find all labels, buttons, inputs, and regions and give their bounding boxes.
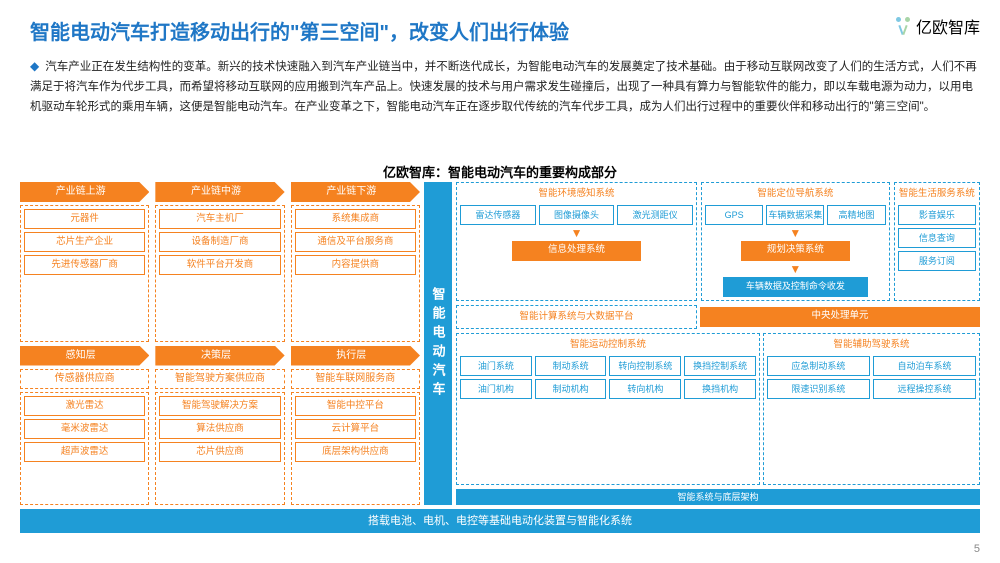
chain-box: 元器件: [24, 209, 145, 229]
motion-box: 换挡控制系统: [684, 356, 756, 376]
left-area: 产业链上游 元器件 芯片生产企业 先进传感器厂商 产业链中游 汽车主机厂 设备制…: [20, 182, 420, 505]
nav-box: 车辆数据采集: [766, 205, 824, 225]
motion-title: 智能运动控制系统: [460, 337, 756, 353]
assist-group: 智能辅助驾驶系统 应急制动系统 自动泊车系统 限速识别系统 远程操控系统: [763, 333, 980, 485]
chain-box: 通信及平台服务商: [295, 232, 416, 252]
compute-box: 中央处理单元: [700, 307, 980, 327]
motion-group: 智能运动控制系统 油门系统 制动系统 转向控制系统 换挡控制系统 油门机构 制动…: [456, 333, 760, 485]
logo: 亿欧智库: [894, 14, 980, 38]
assist-box: 限速识别系统: [767, 379, 870, 399]
systems-top-row: 智能环境感知系统 雷达传感器 图像摄像头 激光测距仪 ▼ 信息处理系统 智能定位…: [456, 182, 980, 301]
page-title: 智能电动汽车打造移动出行的"第三空间"，改变人们出行体验: [30, 16, 569, 45]
layer-box: 超声波雷达: [24, 442, 145, 462]
diagram: 产业链上游 元器件 芯片生产企业 先进传感器厂商 产业链中游 汽车主机厂 设备制…: [20, 182, 980, 533]
layer-box: 毫米波雷达: [24, 419, 145, 439]
compute-row: 智能计算系统与大数据平台 中央处理单元: [456, 305, 980, 329]
chain-box: 软件平台开发商: [159, 255, 280, 275]
nav-title: 智能定位导航系统: [705, 186, 886, 202]
assist-box: 自动泊车系统: [873, 356, 976, 376]
chain-box: 先进传感器厂商: [24, 255, 145, 275]
system-strip: 智能系统与底层架构: [456, 489, 980, 505]
diagram-title: 亿欧智库：智能电动汽车的重要构成部分: [0, 162, 1000, 181]
motion-box: 制动机构: [535, 379, 607, 399]
chain-box: 设备制造厂商: [159, 232, 280, 252]
arrow-down-icon: ▼: [705, 228, 886, 238]
intro-paragraph: ◆汽车产业正在发生结构性的变革。新兴的技术快速融入到汽车产业链当中，并不断迭代成…: [30, 56, 980, 117]
arrow-down-icon: ▼: [460, 228, 693, 238]
chain-header: 产业链中游: [155, 182, 284, 202]
life-box: 服务订阅: [898, 251, 976, 271]
right-area: 智能环境感知系统 雷达传感器 图像摄像头 激光测距仪 ▼ 信息处理系统 智能定位…: [456, 182, 980, 505]
env-system-group: 智能环境感知系统 雷达传感器 图像摄像头 激光测距仪 ▼ 信息处理系统: [456, 182, 697, 301]
layer-title: 智能车联网服务商: [291, 369, 420, 389]
layer-box: 算法供应商: [159, 419, 280, 439]
bullet-icon: ◆: [30, 59, 39, 73]
motion-box: 制动系统: [535, 356, 607, 376]
motion-box: 油门机构: [460, 379, 532, 399]
motion-box: 油门系统: [460, 356, 532, 376]
assist-box: 远程操控系统: [873, 379, 976, 399]
center-vertical-label: 智能电动汽车: [424, 182, 452, 505]
env-output: 信息处理系统: [512, 241, 640, 261]
arrow-down-icon: ▼: [705, 264, 886, 274]
chain-box: 系统集成商: [295, 209, 416, 229]
nav-mid: 规划决策系统: [741, 241, 849, 261]
chain-header: 产业链下游: [291, 182, 420, 202]
layer-box: 云计算平台: [295, 419, 416, 439]
nav-output: 车辆数据及控制命令收发: [723, 277, 868, 297]
logo-text: 亿欧智库: [916, 14, 980, 38]
intro-text: 汽车产业正在发生结构性的变革。新兴的技术快速融入到汽车产业链当中，并不断迭代成长…: [30, 61, 977, 113]
layer-box: 智能驾驶解决方案: [159, 396, 280, 416]
chain-box: 内容提供商: [295, 255, 416, 275]
layer-header: 感知层: [20, 346, 149, 366]
bottom-bar: 搭载电池、电机、电控等基础电动化装置与智能化系统: [20, 509, 980, 533]
env-box: 雷达传感器: [460, 205, 536, 225]
nav-box: GPS: [705, 205, 763, 225]
layer-box: 智能中控平台: [295, 396, 416, 416]
life-box: 信息查询: [898, 228, 976, 248]
assist-title: 智能辅助驾驶系统: [767, 337, 976, 353]
page-number: 5: [974, 543, 980, 555]
life-title: 智能生活服务系统: [898, 186, 976, 202]
layers-row: 感知层 传感器供应商 激光雷达 毫米波雷达 超声波雷达 决策层 智能驾驶方案供应…: [20, 346, 420, 506]
layer-title: 智能驾驶方案供应商: [155, 369, 284, 389]
compute-title: 智能计算系统与大数据平台: [460, 309, 693, 325]
life-system-group: 智能生活服务系统 影音娱乐 信息查询 服务订阅: [894, 182, 980, 301]
env-box: 图像摄像头: [539, 205, 615, 225]
nav-system-group: 智能定位导航系统 GPS 车辆数据采集 高精地图 ▼ 规划决策系统 ▼ 车辆数据…: [701, 182, 890, 301]
env-title: 智能环境感知系统: [460, 186, 693, 202]
supply-chain-row: 产业链上游 元器件 芯片生产企业 先进传感器厂商 产业链中游 汽车主机厂 设备制…: [20, 182, 420, 342]
motion-box: 转向机构: [609, 379, 681, 399]
chain-box: 汽车主机厂: [159, 209, 280, 229]
layer-box: 激光雷达: [24, 396, 145, 416]
nav-box: 高精地图: [827, 205, 885, 225]
chain-header: 产业链上游: [20, 182, 149, 202]
layer-box: 芯片供应商: [159, 442, 280, 462]
layer-header: 执行层: [291, 346, 420, 366]
layer-title: 传感器供应商: [20, 369, 149, 389]
motion-box: 换挡机构: [684, 379, 756, 399]
env-box: 激光测距仪: [617, 205, 693, 225]
layer-box: 底层架构供应商: [295, 442, 416, 462]
layer-header: 决策层: [155, 346, 284, 366]
control-row: 智能运动控制系统 油门系统 制动系统 转向控制系统 换挡控制系统 油门机构 制动…: [456, 333, 980, 485]
assist-box: 应急制动系统: [767, 356, 870, 376]
chain-box: 芯片生产企业: [24, 232, 145, 252]
logo-icon: [894, 17, 912, 35]
motion-box: 转向控制系统: [609, 356, 681, 376]
life-box: 影音娱乐: [898, 205, 976, 225]
